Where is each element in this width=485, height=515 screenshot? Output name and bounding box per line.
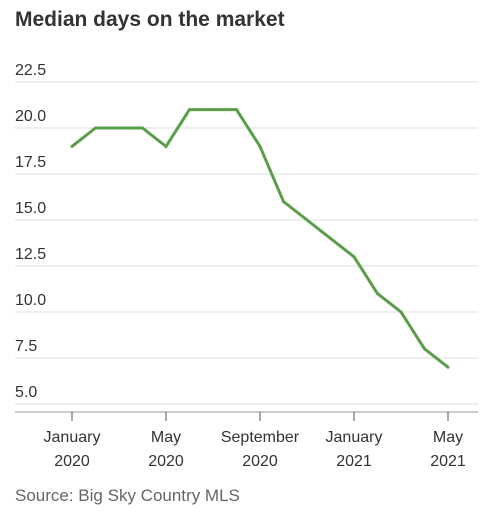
y-tick-label: 5.0: [15, 384, 37, 401]
x-tick-label-year: 2020: [148, 453, 184, 470]
y-tick-label: 12.5: [15, 246, 46, 263]
source-note: Source: Big Sky Country MLS: [15, 486, 240, 505]
data-point: [423, 347, 426, 351]
data-point: [211, 108, 215, 112]
data-point: [164, 144, 168, 148]
x-tick-label-month: May: [433, 429, 463, 446]
y-tick-label: 10.0: [15, 292, 46, 309]
y-axis-ticks: 22.5 20.0 17.5 15.0 12.5 10.0 7.5 5.0: [15, 62, 46, 401]
x-tick-label-year: 2020: [242, 453, 278, 470]
data-point: [329, 236, 332, 240]
data-point: [70, 144, 74, 148]
x-tick-label-year: 2021: [336, 453, 372, 470]
y-tick-label: 22.5: [15, 62, 46, 79]
data-point: [258, 144, 262, 148]
x-tick-label-month: September: [221, 429, 300, 446]
data-point: [282, 200, 285, 204]
data-point: [141, 126, 144, 130]
data-point: [376, 292, 379, 296]
x-tick-label-year: 2020: [54, 453, 90, 470]
series-layer: [70, 108, 450, 369]
y-tick-label: 20.0: [15, 108, 46, 125]
x-tick-label-month: May: [151, 429, 181, 446]
y-tick-label: 7.5: [15, 338, 37, 355]
data-point: [188, 108, 191, 112]
y-tick-label: 15.0: [15, 200, 46, 217]
data-point: [399, 310, 403, 314]
data-point: [235, 108, 238, 112]
chart-title: Median days on the market: [15, 8, 285, 31]
x-axis: January 2020 May 2020 September 2020 January 20…: [15, 411, 478, 470]
x-tick-label-month: January: [326, 429, 383, 446]
line-chart: 22.5 20.0 17.5 15.0 12.5 10.0 7.5 5.0 January 20…: [15, 62, 478, 470]
gridlines: [15, 81, 478, 405]
series-line: [71, 108, 449, 369]
data-point: [352, 255, 356, 259]
data-point: [94, 126, 97, 130]
x-tick-label-year: 2021: [430, 453, 466, 470]
data-point: [305, 218, 309, 222]
x-tick-label-month: January: [44, 429, 101, 446]
y-tick-label: 17.5: [15, 154, 46, 171]
data-point: [117, 126, 121, 130]
data-point: [446, 365, 450, 369]
